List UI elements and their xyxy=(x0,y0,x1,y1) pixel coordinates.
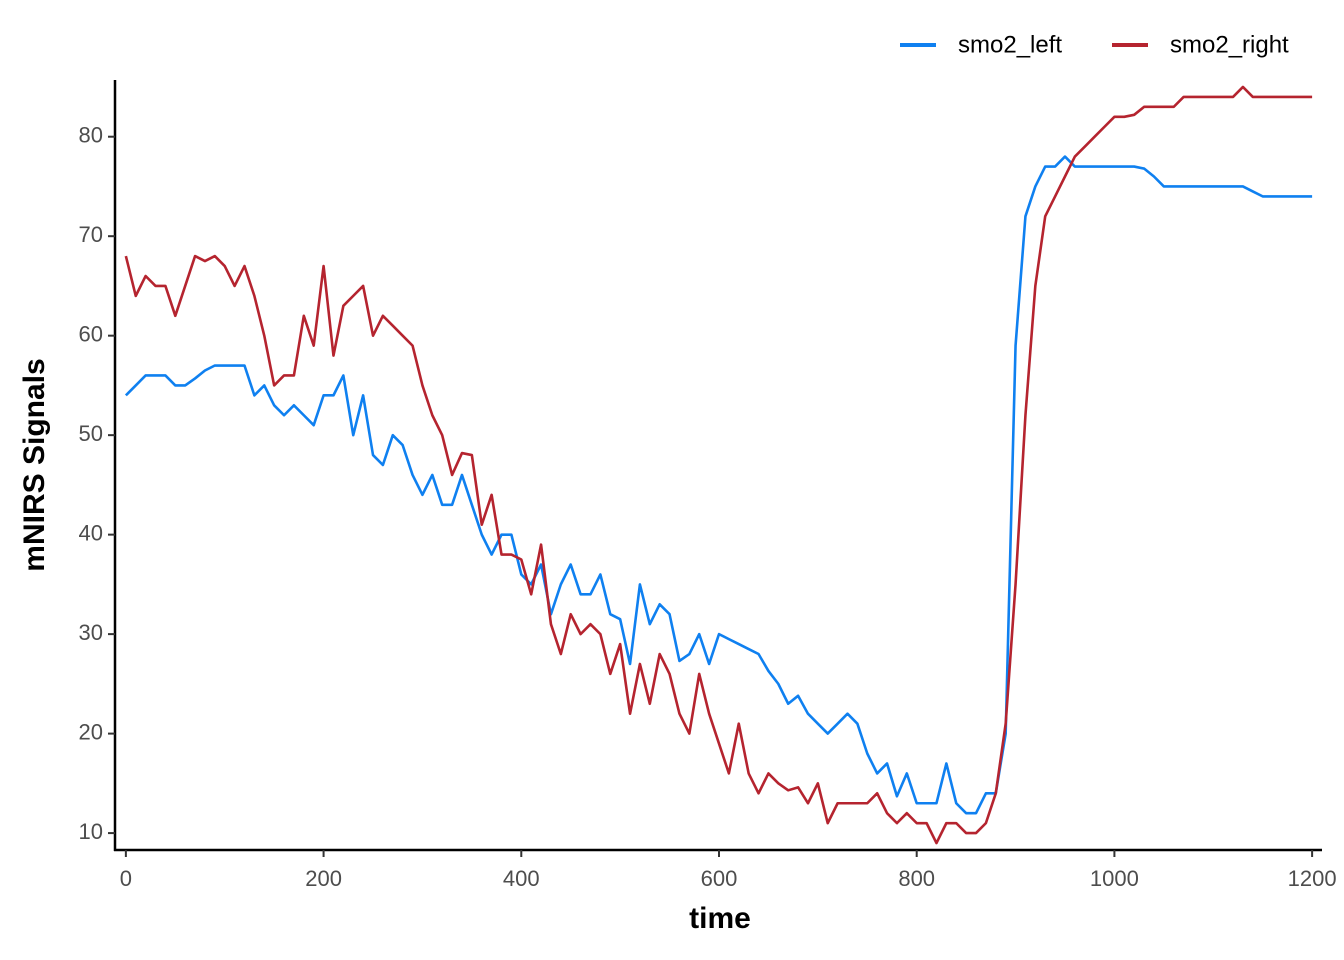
x-tick-label: 600 xyxy=(701,866,738,891)
series-line xyxy=(124,85,1313,845)
x-tick-label: 400 xyxy=(503,866,540,891)
y-tick-label: 10 xyxy=(79,819,103,844)
x-axis-title: time xyxy=(689,902,751,935)
legend-label: smo2_right xyxy=(1170,31,1289,58)
y-axis-title: mNIRS Signals xyxy=(18,358,51,571)
x-tick-label: 1200 xyxy=(1288,866,1337,891)
y-tick-label: 60 xyxy=(79,321,103,346)
series-line xyxy=(124,155,1313,815)
y-tick-label: 20 xyxy=(79,719,103,744)
x-tick-label: 200 xyxy=(305,866,342,891)
legend-label: smo2_left xyxy=(958,31,1062,58)
y-tick-label: 30 xyxy=(79,620,103,645)
x-tick-label: 800 xyxy=(898,866,935,891)
y-tick-label: 80 xyxy=(79,123,103,148)
y-tick-label: 70 xyxy=(79,222,103,247)
x-tick-label: 1000 xyxy=(1090,866,1139,891)
y-tick-label: 40 xyxy=(79,520,103,545)
y-tick-label: 50 xyxy=(79,421,103,446)
x-tick-label: 0 xyxy=(120,866,132,891)
